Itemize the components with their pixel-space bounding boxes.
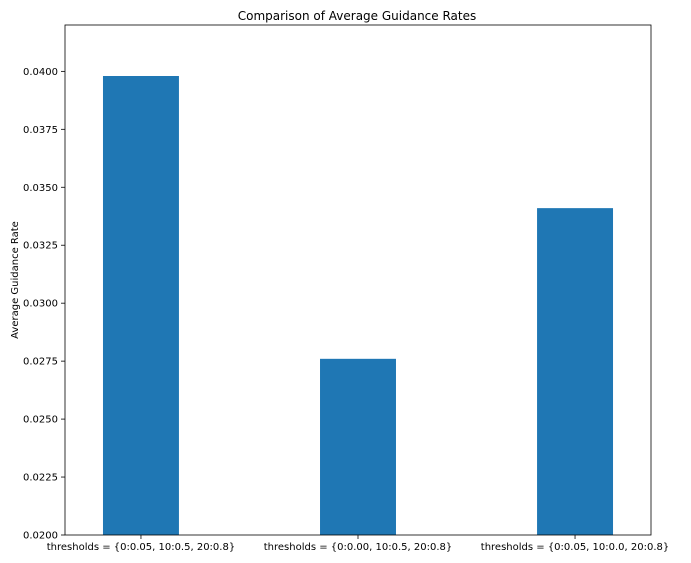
axes-frame (64, 24, 652, 536)
y-tick-label: 0.0400 (23, 67, 58, 78)
y-tick-label: 0.0225 (23, 473, 58, 484)
y-axis-label: Average Guidance Rate (10, 221, 21, 339)
y-tick-label: 0.0350 (23, 183, 58, 194)
x-tick-label: thresholds = {0:0.05, 10:0.0, 20:0.8} (481, 542, 669, 553)
x-tick-label: thresholds = {0:0.05, 10:0.5, 20:0.8} (47, 542, 235, 553)
chart-title: Comparison of Average Guidance Rates (238, 9, 477, 23)
y-tick-label: 0.0200 (23, 531, 58, 542)
bar-3 (537, 208, 614, 536)
x-tick-label: thresholds = {0:0.00, 10:0.5, 20:0.8} (264, 542, 452, 553)
y-tick-label: 0.0325 (23, 241, 58, 252)
bar-2 (320, 358, 396, 535)
y-tick-label: 0.0250 (23, 415, 58, 426)
bar-1 (102, 76, 179, 535)
y-tick-label: 0.0300 (23, 299, 58, 310)
y-tick-label: 0.0375 (23, 125, 58, 136)
y-tick-label: 0.0275 (23, 357, 58, 368)
plot-area: 0.0200 0.0225 0.0250 0.0275 0.0300 0.0325 0.03… (23, 24, 669, 553)
